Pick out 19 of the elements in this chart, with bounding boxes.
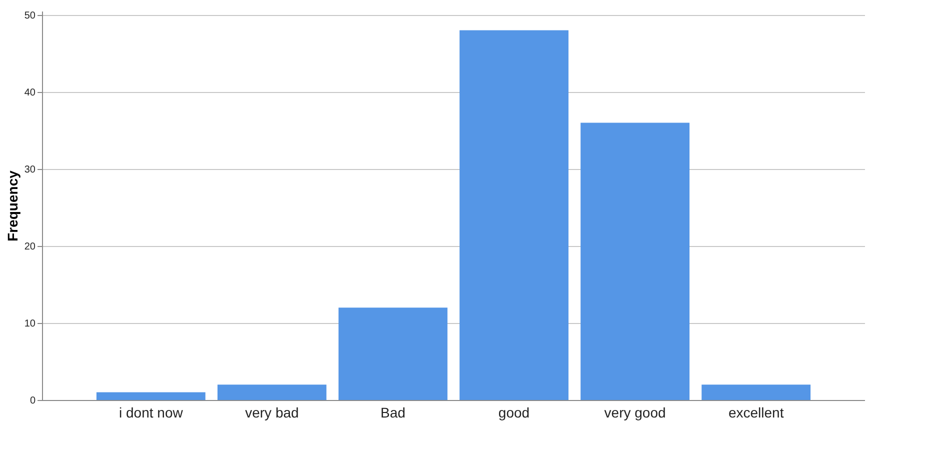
bar [338, 308, 448, 400]
bar [460, 30, 568, 400]
bar [702, 384, 811, 400]
bar [96, 392, 206, 400]
x-tick-label: very bad [245, 404, 299, 420]
x-tick-label: i dont now [119, 404, 184, 420]
x-tick-label: good [498, 404, 530, 420]
x-tick-label: excellent [728, 404, 784, 420]
y-tick-label: 30 [24, 164, 36, 176]
bar [217, 384, 326, 400]
y-tick-label: 0 [30, 396, 36, 406]
y-tick-label: 10 [24, 318, 36, 330]
x-tick-label: very good [604, 404, 666, 420]
y-tick-label: 50 [24, 10, 36, 22]
x-tick-label: Bad [380, 404, 406, 420]
y-tick-label: 20 [24, 241, 36, 252]
bar [580, 122, 690, 400]
y-axis-title: Frequency [4, 170, 20, 242]
y-tick-label: 40 [24, 87, 36, 98]
